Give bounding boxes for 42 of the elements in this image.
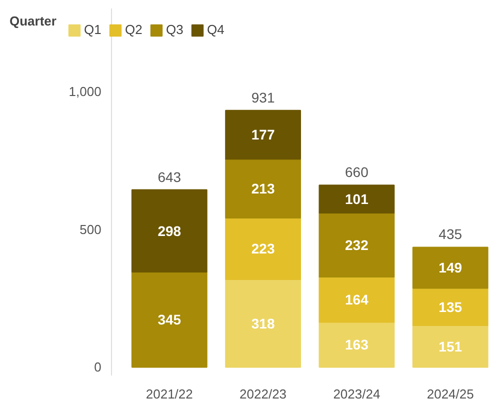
data-label: 213: [251, 180, 275, 197]
data-label: 164: [345, 292, 369, 308]
data-label: 177: [251, 126, 275, 143]
y-tick-label: 0: [94, 360, 102, 375]
x-tick-label: 2023/24: [333, 386, 380, 402]
legend-label: Q1: [84, 22, 102, 37]
legend-label: Q4: [207, 22, 226, 37]
bar: [412, 246, 488, 289]
total-label: 435: [438, 226, 462, 242]
legend-title: Quarter: [10, 14, 56, 28]
total-label: 931: [251, 89, 275, 106]
total-label: 643: [158, 168, 182, 185]
bar: [225, 217, 302, 280]
bar: [412, 288, 488, 326]
legend-label: Q3: [166, 22, 184, 37]
data-label: 318: [251, 315, 275, 332]
bar: [318, 184, 395, 214]
bar: [225, 110, 302, 160]
bar: [225, 158, 302, 218]
data-label: 149: [438, 260, 462, 276]
bar: [412, 325, 488, 368]
data-label: 151: [438, 338, 462, 354]
y-tick-label: 500: [80, 222, 102, 237]
bar: [318, 276, 395, 323]
data-label: 101: [345, 191, 369, 208]
data-label: 163: [345, 336, 369, 353]
total-label: 660: [345, 164, 369, 180]
data-label: 298: [158, 222, 182, 239]
bar: [225, 278, 302, 368]
x-tick-label: 2021/22: [146, 386, 193, 402]
bar: [131, 272, 208, 368]
bar: [318, 322, 395, 368]
data-label: 223: [251, 240, 275, 257]
data-label: 345: [158, 312, 182, 328]
legend-label: Q2: [125, 22, 144, 37]
x-tick-label: 2024/25: [426, 386, 474, 402]
bar: [318, 212, 395, 278]
bar: [131, 189, 208, 273]
x-tick-label: 2022/23: [240, 386, 287, 402]
data-label: 135: [438, 298, 462, 315]
data-label: 232: [345, 236, 369, 253]
y-tick-label: 1,000: [68, 84, 102, 99]
